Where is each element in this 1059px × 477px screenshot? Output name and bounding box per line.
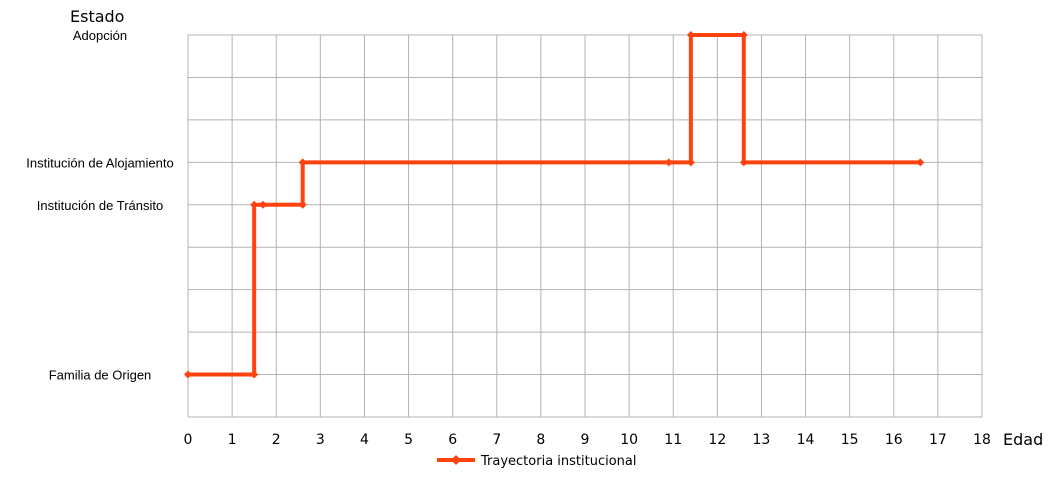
y-category-label: Adopción xyxy=(73,28,127,43)
x-axis-title: Edad xyxy=(1003,430,1043,449)
series-marker xyxy=(739,158,748,167)
x-tick-label: 16 xyxy=(885,432,903,448)
series-marker xyxy=(664,158,673,167)
x-tick-label: 17 xyxy=(929,432,947,448)
x-tick-label: 7 xyxy=(492,432,501,448)
legend: Trayectoria institucional xyxy=(437,454,637,469)
grid-lines xyxy=(187,34,983,418)
x-tick-label: 12 xyxy=(708,432,726,448)
x-tick-label: 5 xyxy=(404,432,413,448)
series-marker xyxy=(916,158,925,167)
x-tick-label: 10 xyxy=(620,432,638,448)
series-marker xyxy=(739,31,748,39)
series-marker xyxy=(686,31,695,39)
x-tick-label: 6 xyxy=(448,432,457,448)
x-tick-label: 15 xyxy=(841,432,859,448)
x-tick-label: 4 xyxy=(360,432,369,448)
y-category-labels: Familia de Origen Institución de Tránsito… xyxy=(26,28,173,383)
series-marker xyxy=(298,158,307,167)
series-layer xyxy=(184,31,925,379)
x-tick-label: 1 xyxy=(228,432,237,448)
series-marker xyxy=(258,200,267,209)
y-category-label: Institución de Tránsito xyxy=(37,198,163,213)
x-tick-label: 13 xyxy=(753,432,771,448)
x-tick-label: 18 xyxy=(973,432,991,448)
y-category-label: Institución de Alojamiento xyxy=(26,155,173,170)
y-category-label: Familia de Origen xyxy=(49,368,152,383)
x-tick-label: 11 xyxy=(664,432,682,448)
series-marker xyxy=(298,200,307,209)
x-tick-label: 0 xyxy=(184,432,193,448)
series-line xyxy=(188,33,921,377)
legend-label: Trayectoria institucional xyxy=(480,454,637,469)
legend-marker xyxy=(451,455,461,465)
series-marker xyxy=(250,370,259,379)
x-tick-labels: 0 1 2 3 4 5 6 7 8 9 10 11 12 13 14 15 16 17 18 xyxy=(184,432,991,448)
x-tick-label: 3 xyxy=(316,432,325,448)
series-marker xyxy=(184,370,192,379)
x-tick-label: 8 xyxy=(536,432,545,448)
y-axis-title: Estado xyxy=(70,7,124,26)
series-marker xyxy=(686,158,695,167)
series-marker xyxy=(250,200,259,209)
x-tick-label: 9 xyxy=(581,432,590,448)
x-tick-label: 2 xyxy=(272,432,281,448)
x-tick-label: 14 xyxy=(797,432,815,448)
